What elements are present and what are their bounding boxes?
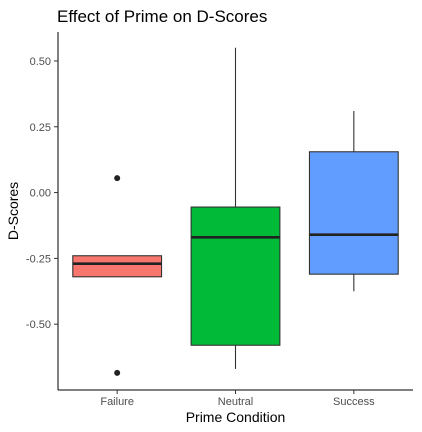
y-axis-ticks: -0.50 -0.25 0.00 0.25 0.50	[26, 56, 58, 331]
y-axis-title: D-Scores	[5, 182, 21, 240]
x-tick-label: Failure	[100, 396, 134, 408]
y-tick-label: -0.25	[26, 253, 51, 265]
plot-area	[72, 47, 399, 376]
outlier-point	[114, 175, 121, 182]
x-tick-label: Neutral	[218, 396, 253, 408]
x-axis-title: Prime Condition	[186, 409, 286, 425]
iqr-box	[308, 151, 399, 275]
iqr-box	[190, 206, 281, 346]
chart-title: Effect of Prime on D-Scores	[57, 7, 267, 26]
x-tick-label: Success	[333, 396, 375, 408]
outlier-point	[114, 369, 121, 376]
y-tick-label: -0.50	[26, 319, 51, 331]
y-tick-label: 0.00	[30, 188, 51, 200]
box-group-neutral	[190, 47, 281, 369]
y-tick-label: 0.50	[30, 56, 51, 68]
y-tick-label: 0.25	[30, 122, 51, 134]
box-group-success	[308, 110, 399, 292]
x-axis-ticks: Failure Neutral Success	[100, 390, 375, 408]
iqr-box	[72, 255, 163, 278]
box-group-failure	[72, 175, 163, 376]
